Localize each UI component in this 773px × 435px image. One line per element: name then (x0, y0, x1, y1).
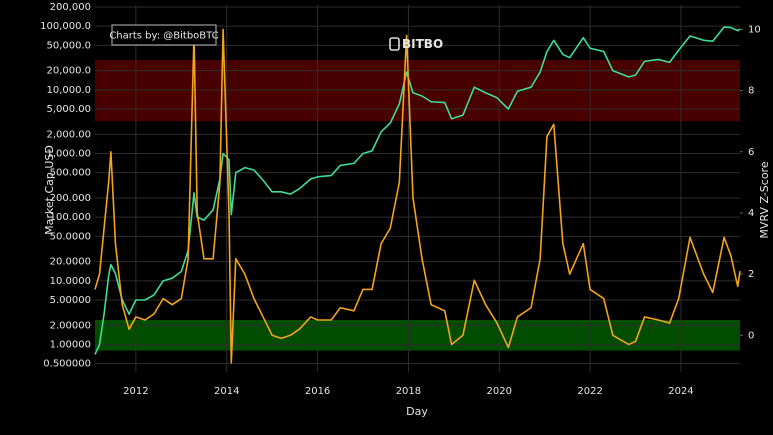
annotation: Charts by: @BitboBTC (109, 31, 218, 42)
y-tick-label: 100,000.0 (40, 21, 91, 32)
y-tick-label: 20.0000 (50, 257, 91, 268)
y-tick-label: 200,000 (50, 2, 91, 13)
y-tick-label: 2,000.00 (46, 129, 91, 140)
y-tick-label: 50.0000 (50, 231, 91, 242)
y2-tick-label: 0 (748, 330, 754, 341)
zone-band (95, 320, 740, 351)
y-tick-label: 100.000 (50, 212, 91, 223)
y-tick-label: 5.00000 (50, 295, 91, 306)
x-tick-label: 2022 (577, 386, 602, 397)
y-tick-label: 20,000.0 (46, 66, 91, 77)
y2-tick-label: 2 (748, 269, 754, 280)
price-line (94, 26, 741, 355)
zscore-line (94, 28, 741, 364)
y2-axis-label: MVRV Z-Score (758, 161, 771, 238)
x-tick-label: 2018 (396, 386, 421, 397)
y-tick-label: 500.000 (50, 168, 91, 179)
y-tick-label: 1,000.00 (46, 149, 91, 160)
logo: BITBO (389, 37, 443, 51)
x-tick-label: 2024 (668, 386, 693, 397)
x-tick-label: 2012 (123, 386, 148, 397)
x-axis-label: Day (406, 405, 428, 418)
logo-icon (389, 37, 400, 51)
y-tick-label: 0.500000 (43, 359, 91, 370)
plot-background (95, 5, 740, 372)
x-tick-label: 2014 (214, 386, 239, 397)
x-tick-label: 2020 (487, 386, 512, 397)
y-axis-label: Market Cap USD (43, 145, 56, 235)
y-tick-label: 5,000.00 (46, 104, 91, 115)
y-tick-label: 50,000.0 (46, 40, 91, 51)
y2-tick-label: 6 (748, 147, 754, 158)
y2-tick-label: 4 (748, 208, 754, 219)
annotation-box (111, 24, 217, 46)
y-tick-label: 200.000 (50, 193, 91, 204)
plot-area: 0.500000 1.00000 2.00000 5.00000 10.0000 20.0… (40, 2, 761, 397)
y2-tick-label: 8 (748, 86, 754, 97)
y-tick-label: 1.00000 (50, 340, 91, 351)
y-tick-label: 2.00000 (50, 320, 91, 331)
y-tick-label: 10,000.0 (46, 85, 91, 96)
logo-text: BITBO (402, 37, 443, 51)
y2-tick-label: 10 (748, 24, 761, 35)
y-tick-label: 10.0000 (50, 276, 91, 287)
x-tick-label: 2016 (305, 386, 330, 397)
